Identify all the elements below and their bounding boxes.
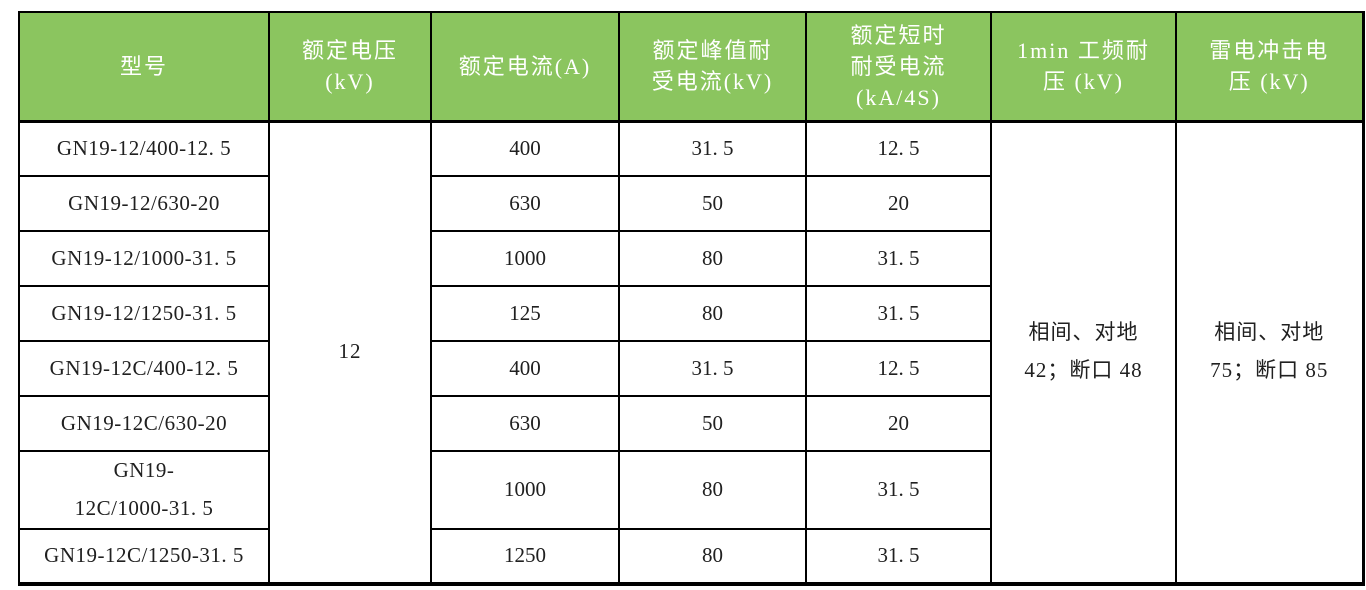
header-short-time-withstand-current: 额定短时 耐受电流 (kA/4S) <box>805 11 992 123</box>
short-time-withstand-cell: 20 <box>805 395 992 452</box>
rated-current-cell: 1000 <box>430 230 620 287</box>
rated-current-cell: 630 <box>430 175 620 232</box>
short-time-withstand-cell: 31. 5 <box>805 450 992 530</box>
short-time-withstand-cell: 20 <box>805 175 992 232</box>
power-frequency-withstand-merged-cell: 相间、对地 42；断口 48 <box>990 120 1177 585</box>
rated-current-cell: 1250 <box>430 527 620 585</box>
header-model: 型号 <box>18 11 270 123</box>
table-row: GN19-12/1000-31. 5 1000 80 31. 5 <box>18 230 1363 287</box>
short-time-withstand-cell: 12. 5 <box>805 120 992 177</box>
short-time-withstand-cell: 31. 5 <box>805 527 992 585</box>
peak-withstand-cell: 80 <box>618 450 807 530</box>
table-row: GN19-12/1250-31. 5 125 80 31. 5 <box>18 285 1363 342</box>
peak-withstand-cell: 50 <box>618 395 807 452</box>
model-cell: GN19-12/400-12. 5 <box>18 120 270 177</box>
short-time-withstand-cell: 31. 5 <box>805 230 992 287</box>
short-time-withstand-cell: 12. 5 <box>805 340 992 397</box>
table-row: GN19- 12C/1000-31. 5 1000 80 31. 5 <box>18 450 1363 530</box>
model-cell: GN19-12/630-20 <box>18 175 270 232</box>
header-rated-voltage: 额定电压 (kV) <box>268 11 432 123</box>
peak-withstand-cell: 50 <box>618 175 807 232</box>
table-row: GN19-12C/1250-31. 5 1250 80 31. 5 <box>18 527 1363 585</box>
table-row: GN19-12C/630-20 630 50 20 <box>18 395 1363 452</box>
rated-current-cell: 1000 <box>430 450 620 530</box>
table-body: GN19-12/400-12. 5 12 400 31. 5 12. 5 相间、… <box>18 120 1364 585</box>
peak-withstand-cell: 80 <box>618 527 807 585</box>
rated-current-cell: 400 <box>430 340 620 397</box>
peak-withstand-cell: 80 <box>618 285 807 342</box>
table-header: 型号 额定电压 (kV) 额定电流(A) 额定峰值耐 受电流(kV) 额定短时 … <box>18 11 1364 123</box>
header-lightning-impulse: 雷电冲击电 压 (kV) <box>1175 11 1364 123</box>
model-cell: GN19-12C/400-12. 5 <box>18 340 270 397</box>
model-cell: GN19-12C/1250-31. 5 <box>18 527 270 585</box>
header-rated-current: 额定电流(A) <box>430 11 620 123</box>
short-time-withstand-cell: 31. 5 <box>805 285 992 342</box>
rated-voltage-merged-cell: 12 <box>268 120 432 585</box>
spec-table: 型号 额定电压 (kV) 额定电流(A) 额定峰值耐 受电流(kV) 额定短时 … <box>18 11 1365 586</box>
rated-current-cell: 400 <box>430 120 620 177</box>
model-cell: GN19-12/1000-31. 5 <box>18 230 270 287</box>
peak-withstand-cell: 31. 5 <box>618 340 807 397</box>
table-row: GN19-12C/400-12. 5 400 31. 5 12. 5 <box>18 340 1363 397</box>
model-cell: GN19- 12C/1000-31. 5 <box>18 450 270 530</box>
model-cell: GN19-12/1250-31. 5 <box>18 285 270 342</box>
rated-current-cell: 125 <box>430 285 620 342</box>
table-row: GN19-12/400-12. 5 12 400 31. 5 12. 5 相间、… <box>18 120 1364 585</box>
model-cell: GN19-12C/630-20 <box>18 395 270 452</box>
rated-current-cell: 630 <box>430 395 620 452</box>
lightning-impulse-merged-cell: 相间、对地 75；断口 85 <box>1175 120 1364 585</box>
peak-withstand-cell: 80 <box>618 230 807 287</box>
header-power-frequency-withstand: 1min 工频耐 压 (kV) <box>990 11 1177 123</box>
header-row: 型号 额定电压 (kV) 额定电流(A) 额定峰值耐 受电流(kV) 额定短时 … <box>18 11 1364 123</box>
peak-withstand-cell: 31. 5 <box>618 120 807 177</box>
header-peak-withstand-current: 额定峰值耐 受电流(kV) <box>618 11 807 123</box>
table-row: GN19-12/630-20 630 50 20 <box>18 175 1363 232</box>
